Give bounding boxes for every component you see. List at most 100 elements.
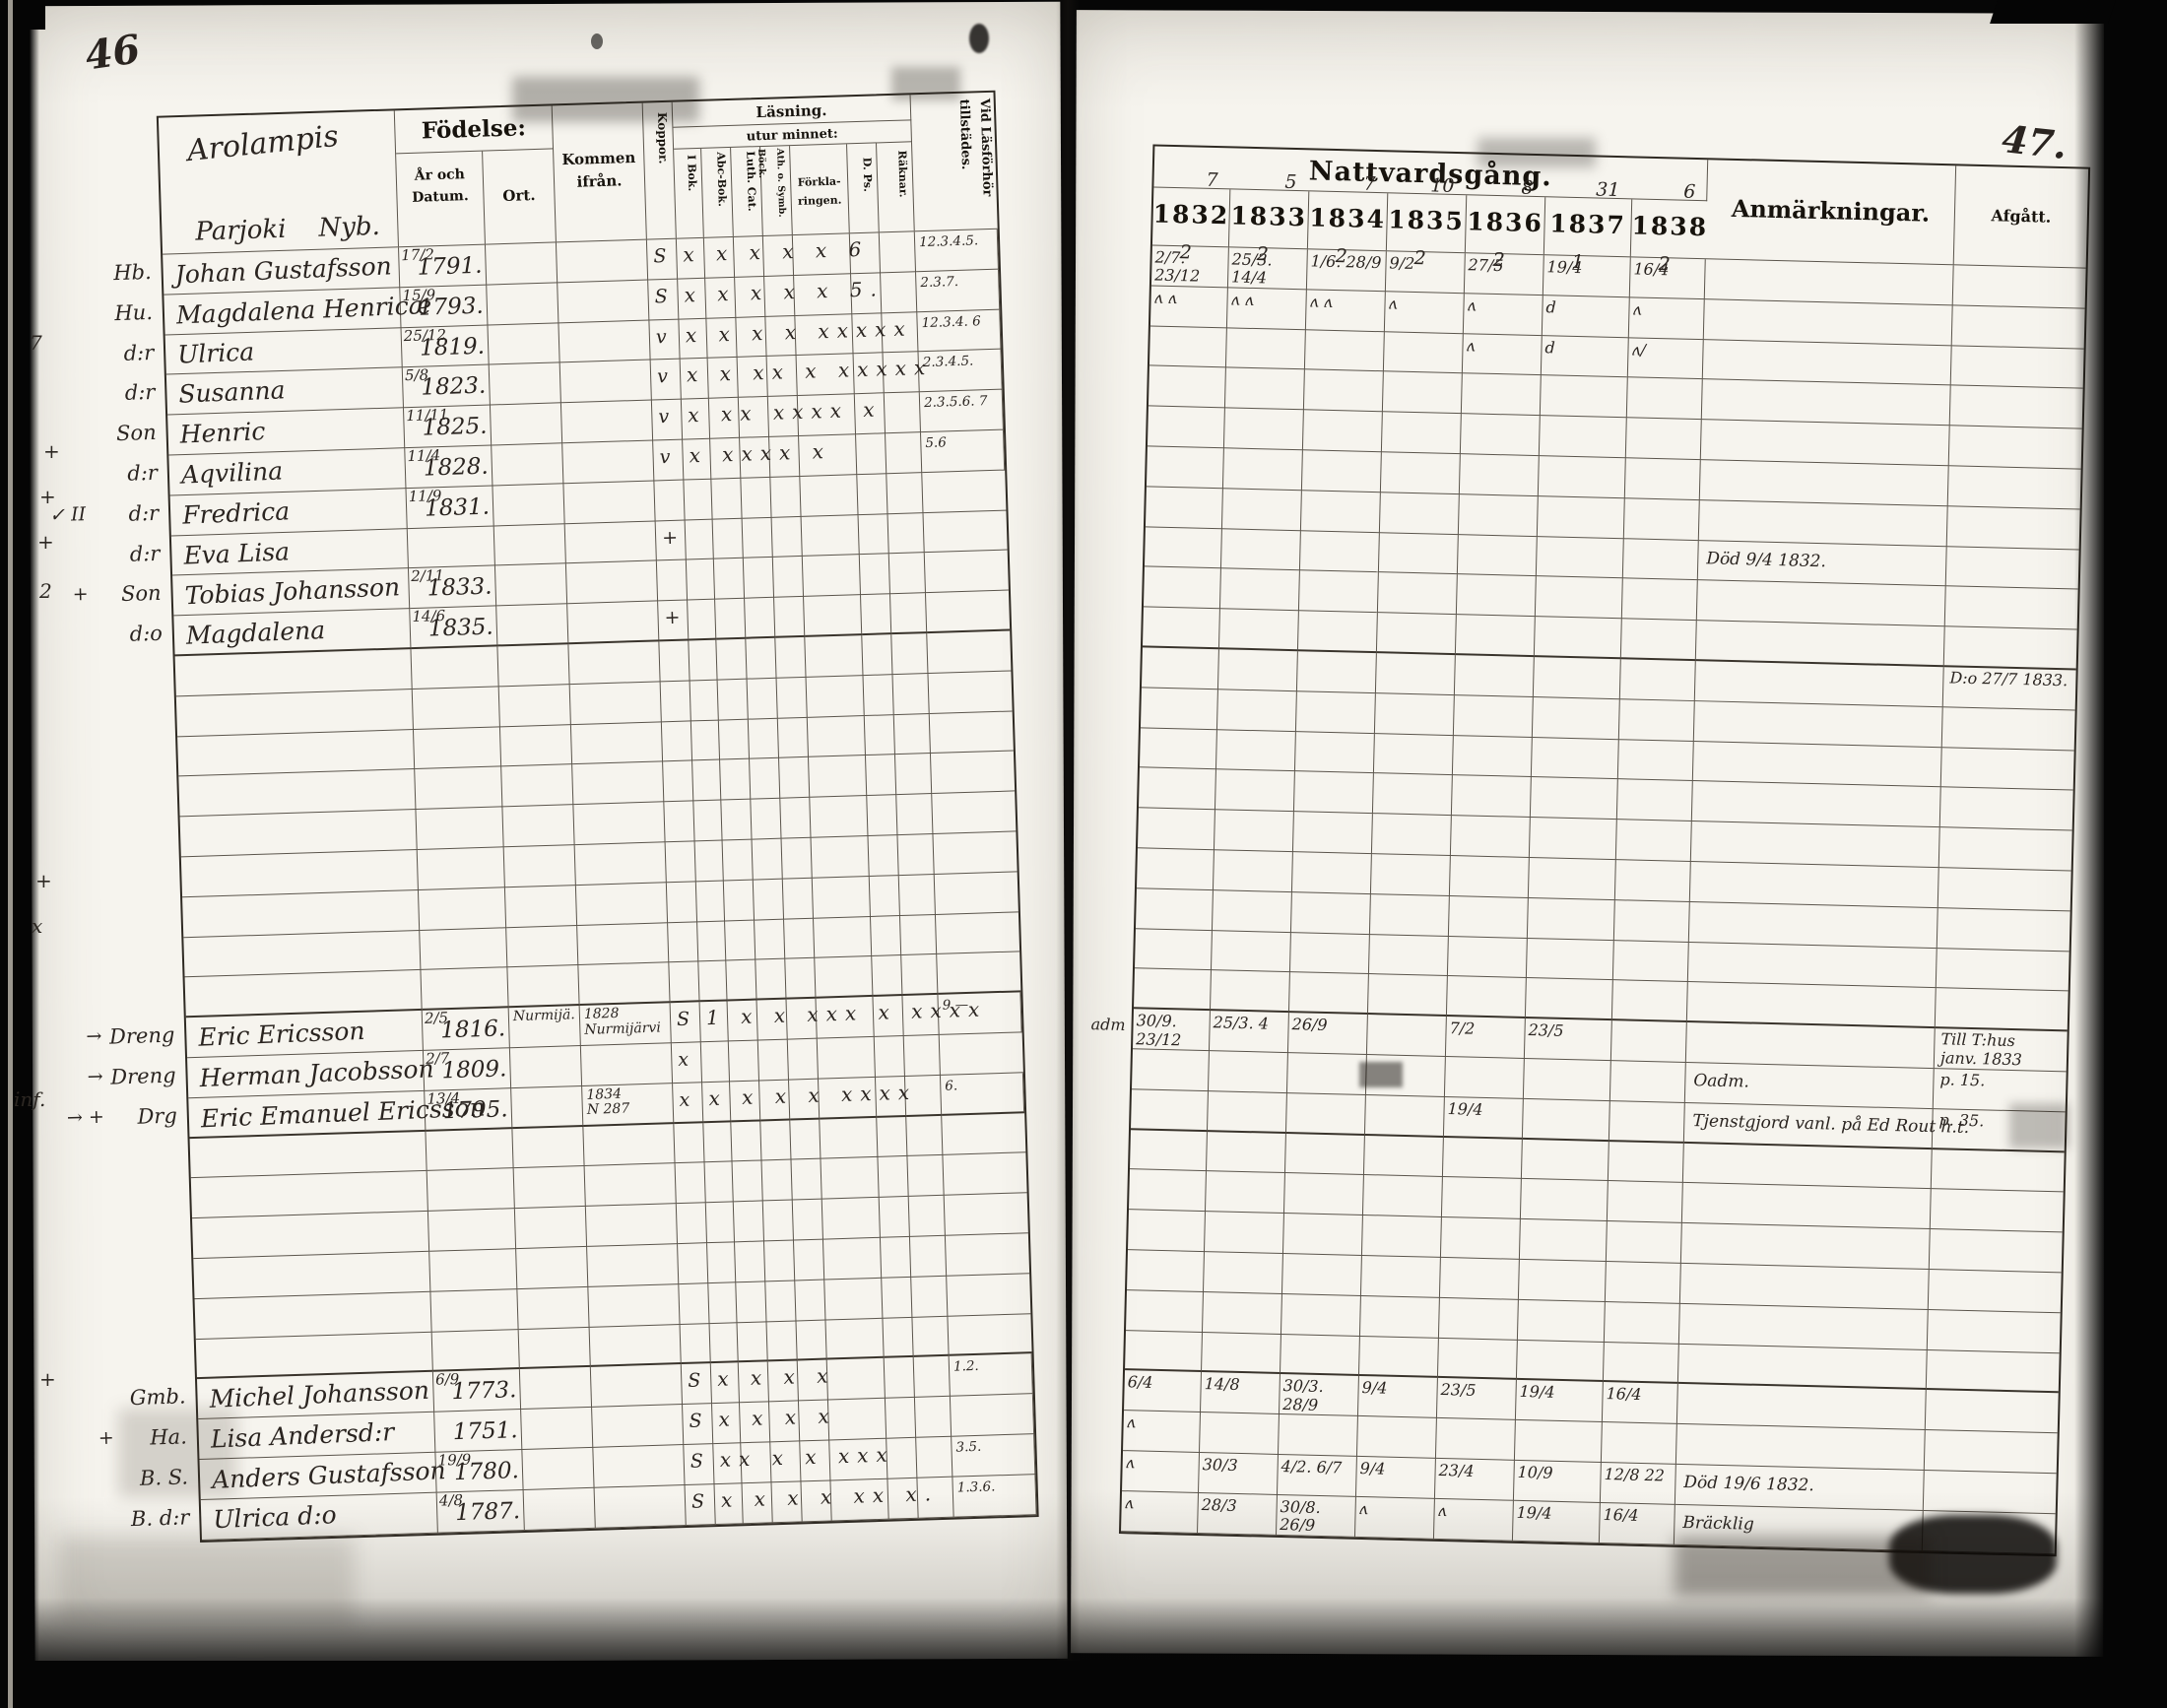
communion-cell [1367,974,1448,1018]
communion-cell [1622,538,1699,581]
reading-cell [893,713,931,755]
remarks-cell [1681,1183,1932,1230]
communion-dates: ʌ/ [1631,339,1647,360]
reading-cell [712,518,744,560]
communion-cell [1448,895,1529,939]
communion-cell [1204,1212,1284,1254]
attendance-marks: 1.2. [952,1358,979,1375]
smallpox-cell: + [658,600,690,642]
communion-cell [1454,655,1535,697]
reading-cell [822,1237,883,1281]
communion-cell [1203,1251,1283,1294]
relation-label: Gmb. [129,1384,186,1411]
departed-cell: Till T:hus janv. 1833 [1934,1028,2068,1073]
reading-cell [713,558,746,600]
remarks-cell [1698,499,1948,547]
communion-cell [1605,1261,1681,1304]
communion-cell [1297,611,1378,654]
communion-cell [1296,651,1377,693]
communion-cell [1280,1293,1361,1337]
communion-cell: 23/4 [1434,1458,1515,1501]
communion-dates: ʌ [1358,1498,1368,1518]
smallpox-mark: x [677,1048,690,1071]
reading-marks: x x x x [718,1404,838,1432]
birth-place-cell [496,604,569,647]
communion-count-below: 2 [1256,243,1270,266]
communion-cell: 30/9. 23/12 [1132,1009,1211,1052]
smallpox-cell: S [685,1483,716,1526]
margin-mark: → + [66,1105,105,1129]
arrived-from-cell [563,481,656,524]
relation-label: B. S. [139,1465,189,1490]
departed-cell [1931,1149,2065,1193]
communion-cell [1282,1214,1363,1256]
communion-cell: 19/4 [1443,1096,1524,1140]
departed-cell [1944,586,2078,630]
communion-count-below: 2 [1658,253,1671,276]
reading-cell [695,881,726,922]
reading-cell [879,1197,910,1238]
birth-place-cell: Nurmijä. [508,1006,581,1049]
communion-cell [1137,808,1215,851]
arrived-from-cell [577,922,670,966]
smallpox-cell: v [651,399,684,441]
communion-dates: 30/3 [1202,1454,1238,1475]
attendance-marks: 1.3.6. [956,1478,996,1496]
birth-place-cell [518,1327,591,1370]
birth-year: 1791. [417,252,483,281]
header-afgatt: Afgått. [1954,165,2088,267]
reading-cell [751,798,782,840]
communion-cell: ʌ [1122,1451,1200,1493]
communion-cell [1278,1414,1358,1457]
birth-date-cell: 19/9 1780. [435,1449,524,1493]
communion-cell [1222,448,1303,492]
reading-cell [765,1281,797,1322]
header-raknar-label: Räknar. [895,150,910,198]
communion-cell [1455,615,1536,658]
attendance-marks: 2.3.5.6. 7 [923,393,988,412]
header-kommen-label: Kommen ifrån. [561,148,636,191]
birth-date-cell: 11/11 1825. [403,405,492,449]
smallpox-cell: S [646,238,679,281]
birth-year: 1816. [439,1016,506,1044]
reading-cell [906,1115,944,1157]
communion-cell [1380,452,1461,494]
communion-cell [1612,940,1689,983]
communion-dates: ʌ [1124,1492,1135,1513]
remarks-cell [1676,1384,1927,1431]
communion-cell [1604,1301,1680,1345]
communion-cell [1458,493,1539,537]
communion-cell [1362,1175,1443,1218]
arrived-from-cell [568,641,661,685]
communion-cell [1522,1098,1610,1142]
edge-mark: 7 [30,331,42,355]
year-header-cell: 1834 7 2 [1307,173,1389,267]
communion-cell [1145,487,1223,529]
arrived-from-cell [587,1244,680,1287]
birth-year: 1773. [451,1377,517,1406]
scan-edge-left [0,0,30,1708]
communion-cell [1372,773,1453,817]
communion-cell [1620,619,1697,662]
communion-cell: 23/5 [1524,1018,1612,1062]
birth-date-cell [416,807,504,850]
header-dps-label: D. Ps. [860,157,875,193]
communion-count-below: 2 [1335,245,1348,268]
birth-place-cell [498,684,571,727]
attendance-cell [934,872,1018,915]
communion-count-below: 2 [1179,241,1193,264]
communion-dates: 7/2 [1449,1018,1476,1038]
arrived-from-cell [580,1043,674,1086]
header-reading-col-symb: Ath. o. Symb. Böck. [755,146,793,235]
reading-cell [861,594,892,636]
reading-cell [821,1157,880,1200]
communion-dates: 9/4 [1359,1458,1386,1478]
right-page: 47. Nattvardsgång. 1832 7 2 1833 5 2 1834 7 2 183… [1071,10,2109,1657]
smallpox-cell: S [681,1363,713,1406]
reading-cell [705,1202,736,1244]
attendance-cell [925,590,1011,634]
smallpox-cell [668,921,699,963]
communion-dates: 30/8. 26/9 [1280,1496,1321,1535]
communion-cell: ʌ ʌ [1305,290,1386,332]
communion-dates: ʌ [1437,1500,1447,1520]
